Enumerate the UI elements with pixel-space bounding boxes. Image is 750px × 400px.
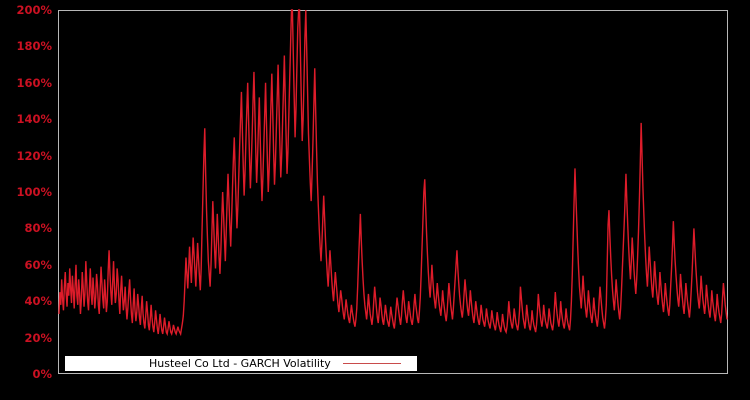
y-axis-tick-label: 60% xyxy=(24,257,52,272)
y-axis-tick-label: 180% xyxy=(16,39,52,54)
plot-area xyxy=(58,10,728,374)
y-axis-tick-label: 20% xyxy=(24,330,52,345)
y-axis-tick-label: 200% xyxy=(16,3,52,17)
y-axis-tick-label: 40% xyxy=(24,294,52,309)
legend-label: Husteel Co Ltd - GARCH Volatility xyxy=(149,357,331,370)
legend-line-sample-icon xyxy=(342,363,401,364)
y-axis-tick-label: 0% xyxy=(32,367,52,381)
y-axis-tick-label: 120% xyxy=(16,148,52,163)
chart-legend: Husteel Co Ltd - GARCH Volatility xyxy=(65,356,417,371)
volatility-line xyxy=(58,9,728,337)
y-axis-tick-label: 100% xyxy=(16,185,52,199)
y-axis-tick-label: 160% xyxy=(16,75,52,90)
y-axis-tick-label: 80% xyxy=(24,221,52,236)
y-axis: 200% 180% 160% 140% 120% 100% 80% 60% 40% 20% 0% xyxy=(0,0,52,400)
y-axis-tick-label: 140% xyxy=(16,112,52,127)
